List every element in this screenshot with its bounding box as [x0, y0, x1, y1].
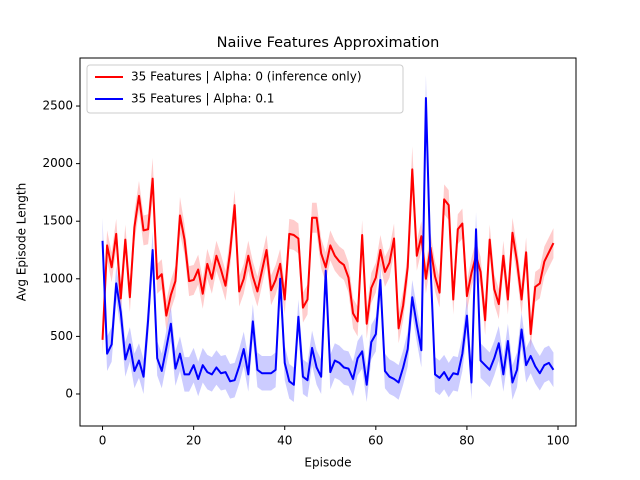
chart-title: Naiive Features Approximation	[217, 35, 440, 51]
y-tick-label: 0	[65, 386, 73, 400]
series-line	[101, 168, 555, 340]
x-tick-label: 0	[99, 434, 107, 448]
y-tick-label: 2000	[42, 156, 73, 170]
x-tick-label: 80	[459, 434, 474, 448]
legend-box	[86, 64, 404, 114]
y-axis-label: Avg Episode Length	[15, 183, 29, 301]
x-axis-label: Episode	[304, 456, 351, 470]
series-line	[101, 96, 555, 386]
plot-frame	[79, 57, 577, 427]
y-tick-label: 2500	[42, 99, 73, 113]
legend-label: 35 Features | Alpha: 0.1	[131, 92, 274, 106]
y-tick-label: 1500	[42, 214, 73, 228]
error-band	[102, 146, 554, 355]
x-tick-label: 20	[186, 434, 201, 448]
y-tick-label: 1000	[42, 271, 73, 285]
x-tick-label: 100	[547, 434, 570, 448]
error-band	[102, 74, 554, 403]
legend-label: 35 Features | Alpha: 0 (inference only)	[131, 70, 362, 84]
x-tick-label: 60	[368, 434, 383, 448]
x-tick-label: 40	[277, 434, 292, 448]
y-tick-label: 500	[50, 329, 73, 343]
